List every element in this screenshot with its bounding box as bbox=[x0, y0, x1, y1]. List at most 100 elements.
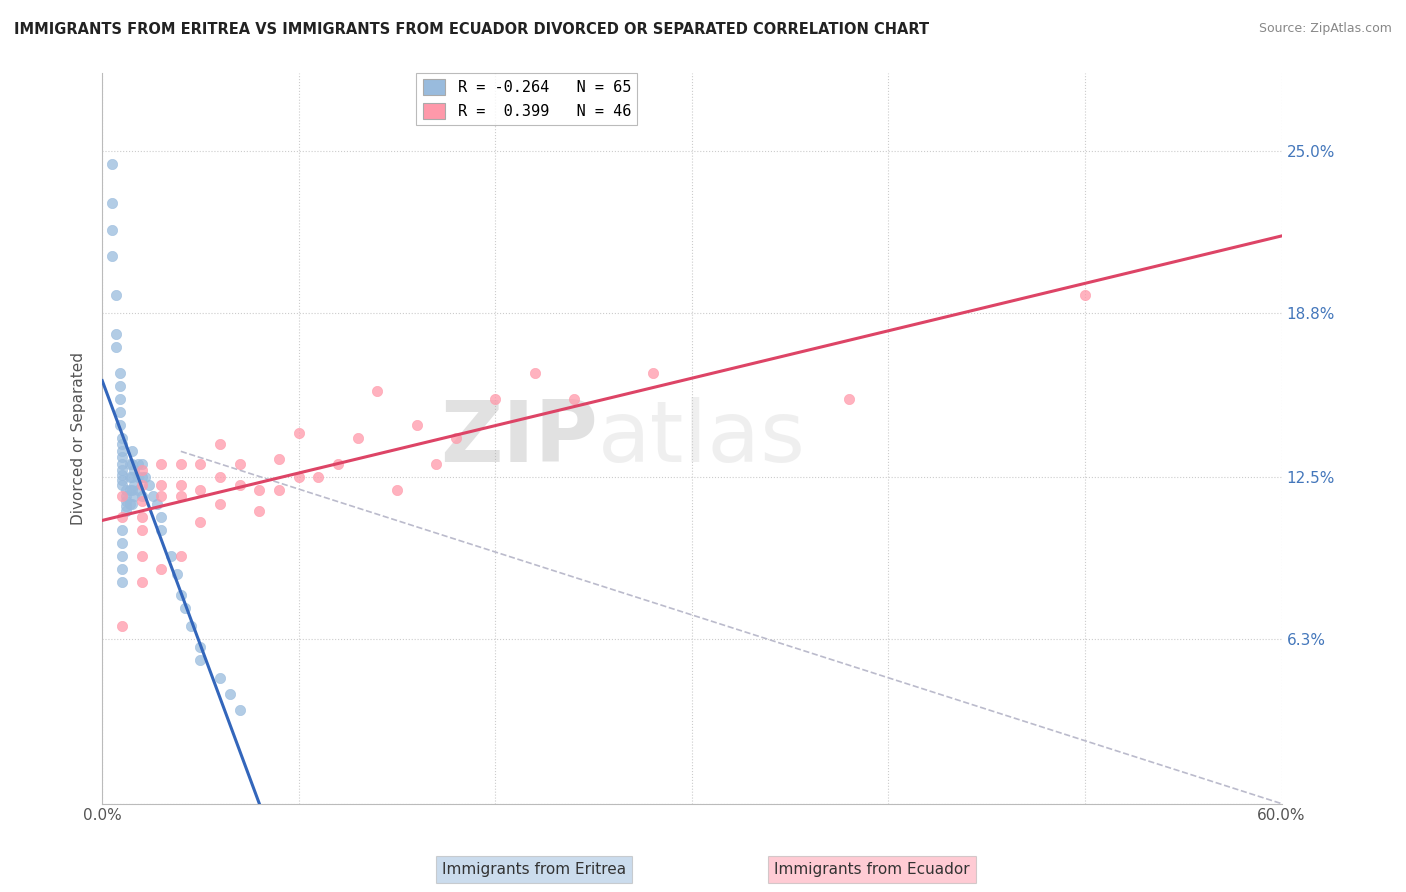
Point bbox=[111, 574, 134, 589]
Point bbox=[131, 462, 153, 476]
Point bbox=[111, 509, 134, 524]
Point bbox=[131, 523, 153, 537]
Point bbox=[209, 672, 232, 686]
Point bbox=[108, 418, 131, 433]
Point bbox=[111, 473, 134, 487]
Point bbox=[127, 470, 149, 484]
Point bbox=[269, 483, 291, 498]
Text: Immigrants from Eritrea: Immigrants from Eritrea bbox=[443, 863, 626, 877]
Point bbox=[127, 483, 149, 498]
Point bbox=[249, 504, 271, 518]
Point bbox=[111, 462, 134, 476]
Point bbox=[121, 444, 143, 458]
Point bbox=[173, 601, 195, 615]
Text: Immigrants from Ecuador: Immigrants from Ecuador bbox=[773, 863, 970, 877]
Point bbox=[118, 458, 141, 472]
Text: Source: ZipAtlas.com: Source: ZipAtlas.com bbox=[1258, 22, 1392, 36]
Point bbox=[150, 509, 173, 524]
Point bbox=[131, 549, 153, 563]
Point bbox=[229, 478, 252, 492]
Point bbox=[131, 470, 153, 484]
Legend: R = -0.264   N = 65, R =  0.399   N = 46: R = -0.264 N = 65, R = 0.399 N = 46 bbox=[416, 73, 637, 125]
Point bbox=[122, 462, 145, 476]
Point bbox=[111, 450, 134, 464]
Point bbox=[170, 478, 193, 492]
Point bbox=[131, 574, 153, 589]
Point bbox=[121, 458, 143, 472]
Point bbox=[114, 489, 136, 503]
Point bbox=[170, 588, 193, 602]
Point bbox=[108, 379, 131, 393]
Point bbox=[108, 405, 131, 419]
Point bbox=[122, 478, 145, 492]
Point bbox=[484, 392, 506, 406]
Point bbox=[523, 366, 546, 380]
Point bbox=[160, 549, 183, 563]
Point bbox=[108, 366, 131, 380]
Point bbox=[326, 458, 349, 472]
Point bbox=[150, 489, 173, 503]
Point bbox=[142, 489, 165, 503]
Point bbox=[307, 470, 329, 484]
Point bbox=[111, 489, 134, 503]
Point bbox=[138, 478, 160, 492]
Point bbox=[838, 392, 860, 406]
Point bbox=[150, 562, 173, 576]
Point bbox=[229, 703, 252, 717]
Point bbox=[209, 436, 232, 450]
Point bbox=[190, 458, 212, 472]
Point bbox=[134, 470, 156, 484]
Point bbox=[219, 687, 242, 701]
Point bbox=[209, 470, 232, 484]
Point bbox=[166, 566, 188, 581]
Point bbox=[150, 523, 173, 537]
Point bbox=[111, 431, 134, 445]
Point bbox=[114, 499, 136, 513]
Point bbox=[1074, 287, 1097, 301]
Point bbox=[190, 483, 212, 498]
Point bbox=[170, 549, 193, 563]
Point bbox=[146, 497, 169, 511]
Y-axis label: Divorced or Separated: Divorced or Separated bbox=[72, 351, 86, 524]
Point bbox=[131, 458, 153, 472]
Point bbox=[108, 392, 131, 406]
Point bbox=[444, 431, 467, 445]
Point bbox=[114, 494, 136, 508]
Point bbox=[249, 483, 271, 498]
Point bbox=[101, 249, 124, 263]
Point bbox=[127, 458, 149, 472]
Point bbox=[111, 549, 134, 563]
Point bbox=[101, 222, 124, 236]
Point bbox=[104, 287, 127, 301]
Point bbox=[111, 523, 134, 537]
Text: IMMIGRANTS FROM ERITREA VS IMMIGRANTS FROM ECUADOR DIVORCED OR SEPARATED CORRELA: IMMIGRANTS FROM ERITREA VS IMMIGRANTS FR… bbox=[14, 22, 929, 37]
Point bbox=[111, 436, 134, 450]
Point bbox=[150, 458, 173, 472]
Point bbox=[170, 458, 193, 472]
Point bbox=[287, 470, 309, 484]
Point bbox=[229, 458, 252, 472]
Point bbox=[287, 426, 309, 441]
Point bbox=[101, 157, 124, 171]
Point bbox=[118, 483, 141, 498]
Point bbox=[425, 458, 447, 472]
Point bbox=[405, 418, 427, 433]
Point bbox=[190, 653, 212, 667]
Point bbox=[111, 535, 134, 549]
Point bbox=[385, 483, 408, 498]
Point bbox=[104, 326, 127, 341]
Point bbox=[111, 562, 134, 576]
Point bbox=[114, 483, 136, 498]
Point bbox=[131, 494, 153, 508]
Point bbox=[170, 489, 193, 503]
Point bbox=[111, 619, 134, 633]
Point bbox=[104, 340, 127, 354]
Point bbox=[111, 458, 134, 472]
Point bbox=[122, 489, 145, 503]
Point bbox=[121, 497, 143, 511]
Point bbox=[346, 431, 368, 445]
Point bbox=[111, 467, 134, 482]
Text: atlas: atlas bbox=[598, 397, 806, 480]
Point bbox=[114, 504, 136, 518]
Point bbox=[190, 640, 212, 654]
